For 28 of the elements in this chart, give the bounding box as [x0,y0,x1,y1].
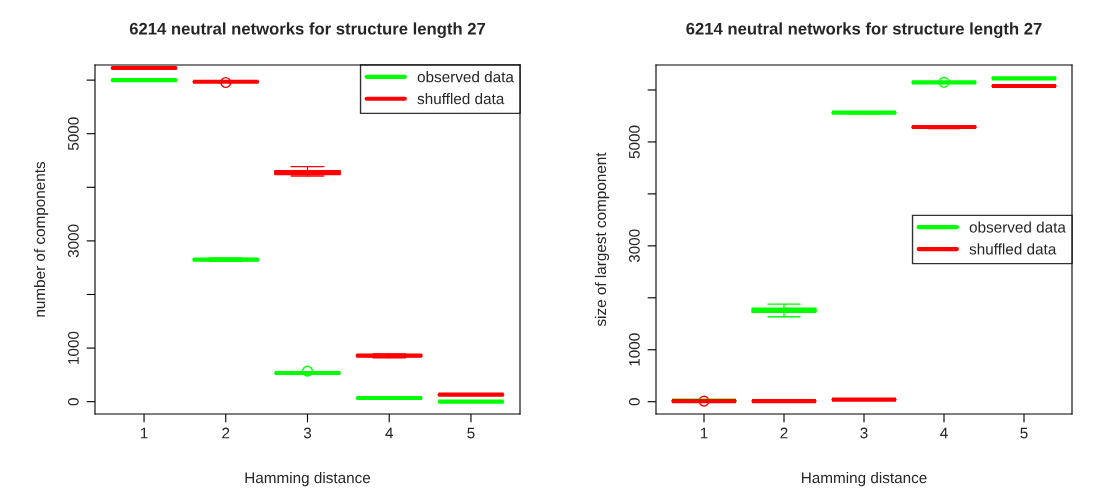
x-tick-label: 4 [940,427,948,439]
x-tick-label: 3 [860,427,868,439]
legend-label: shuffled data [969,243,1057,255]
chart-title: 6214 neutral networks for structure length 27 [129,22,486,38]
y-tick-label: 1000 [628,333,640,366]
legend-label: shuffled data [417,92,505,105]
y-tick-label: 0 [628,398,640,406]
y-tick-label: 3000 [67,224,79,258]
x-tick-label: 5 [1020,427,1028,439]
y-axis-title: number of components [33,161,49,317]
x-tick-label: 5 [467,427,475,439]
y-tick-label: 1000 [67,331,79,364]
x-tick-label: 1 [140,427,148,439]
x-tick-label: 3 [303,427,312,439]
x-tick-label: 2 [780,427,788,439]
chart-title: 6214 neutral networks for structure length 27 [686,22,1042,38]
y-tick-label: 3000 [628,229,640,263]
y-axis-title: size of largest component [594,152,610,327]
x-axis-title: Hamming distance [802,471,927,487]
y-tick-label: 0 [67,398,79,406]
y-tick-label: 5000 [628,125,640,159]
x-axis-title: Hamming distance [245,471,371,487]
x-tick-label: 4 [385,427,394,439]
legend-label: observed data [969,221,1066,233]
legend-label: observed data [417,71,514,83]
y-tick-label: 5000 [67,117,79,151]
x-tick-label: 2 [222,427,230,439]
x-tick-label: 1 [700,427,708,439]
